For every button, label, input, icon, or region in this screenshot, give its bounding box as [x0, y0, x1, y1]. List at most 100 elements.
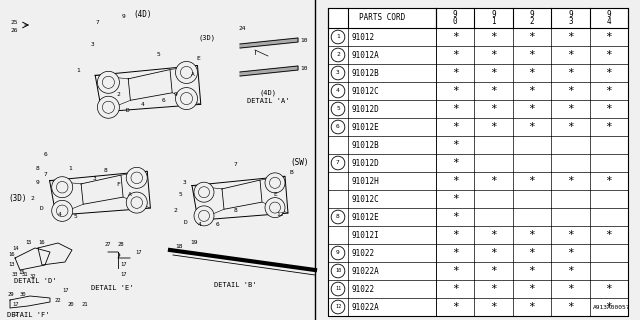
- Text: *: *: [452, 248, 459, 258]
- Text: B: B: [290, 170, 294, 174]
- Text: *: *: [490, 32, 497, 42]
- Text: *: *: [490, 122, 497, 132]
- Text: 2: 2: [336, 52, 340, 58]
- Circle shape: [269, 202, 280, 213]
- Text: *: *: [490, 50, 497, 60]
- Text: 91022A: 91022A: [352, 267, 380, 276]
- Text: 8: 8: [233, 207, 237, 212]
- Circle shape: [131, 172, 143, 184]
- Circle shape: [331, 264, 345, 278]
- Text: 7: 7: [96, 20, 100, 25]
- Text: 7: 7: [233, 163, 237, 167]
- Text: *: *: [567, 284, 574, 294]
- Text: 4: 4: [198, 222, 202, 228]
- Text: *: *: [452, 86, 459, 96]
- Text: E: E: [273, 193, 277, 197]
- Text: D: D: [126, 108, 130, 113]
- Text: 8: 8: [36, 165, 40, 171]
- Text: 1: 1: [68, 165, 72, 171]
- Text: *: *: [567, 104, 574, 114]
- Circle shape: [102, 76, 115, 88]
- Text: 26: 26: [10, 28, 17, 33]
- Text: 3: 3: [183, 180, 187, 185]
- Text: 4: 4: [141, 102, 145, 108]
- Text: *: *: [490, 86, 497, 96]
- Text: 91012A: 91012A: [352, 51, 380, 60]
- Text: 7: 7: [43, 172, 47, 178]
- Text: *: *: [567, 248, 574, 258]
- Text: *: *: [452, 158, 459, 168]
- Text: *: *: [529, 68, 536, 78]
- Text: *: *: [605, 50, 612, 60]
- Text: (SW): (SW): [290, 157, 308, 166]
- Text: 1: 1: [76, 68, 80, 73]
- Circle shape: [52, 177, 73, 198]
- Text: *: *: [605, 122, 612, 132]
- Text: *: *: [567, 176, 574, 186]
- Text: 3: 3: [336, 70, 340, 76]
- Text: *: *: [452, 32, 459, 42]
- Text: *: *: [452, 68, 459, 78]
- Text: *: *: [605, 104, 612, 114]
- Text: *: *: [452, 50, 459, 60]
- Text: *: *: [452, 212, 459, 222]
- Text: *: *: [490, 266, 497, 276]
- Text: 10: 10: [300, 66, 307, 70]
- Text: 5: 5: [336, 107, 340, 111]
- Text: *: *: [490, 248, 497, 258]
- Text: 91012C: 91012C: [352, 86, 380, 95]
- Text: *: *: [452, 194, 459, 204]
- Text: A913A00057: A913A00057: [593, 305, 630, 310]
- Text: 5: 5: [178, 193, 182, 197]
- Circle shape: [194, 182, 214, 202]
- Text: 4: 4: [336, 89, 340, 93]
- Text: *: *: [452, 176, 459, 186]
- Text: 6: 6: [216, 222, 220, 228]
- Text: *: *: [605, 32, 612, 42]
- Text: 4: 4: [58, 212, 62, 218]
- Text: 3: 3: [91, 43, 95, 47]
- Circle shape: [331, 210, 345, 224]
- Circle shape: [175, 61, 198, 84]
- Text: 16: 16: [38, 239, 45, 244]
- Text: 24: 24: [238, 26, 246, 30]
- Text: *: *: [529, 104, 536, 114]
- Circle shape: [331, 84, 345, 98]
- Polygon shape: [240, 38, 298, 48]
- Text: *: *: [567, 122, 574, 132]
- Text: 1: 1: [336, 35, 340, 39]
- Text: *: *: [605, 284, 612, 294]
- Circle shape: [331, 120, 345, 134]
- Text: *: *: [529, 284, 536, 294]
- Text: 15: 15: [25, 241, 31, 245]
- Text: *: *: [529, 230, 536, 240]
- Text: 3: 3: [93, 175, 97, 180]
- Text: *: *: [605, 230, 612, 240]
- Text: *: *: [490, 302, 497, 312]
- Text: D: D: [183, 220, 187, 225]
- Circle shape: [180, 92, 193, 105]
- Text: 91012I: 91012I: [352, 230, 380, 239]
- Text: *: *: [567, 32, 574, 42]
- Circle shape: [97, 71, 120, 93]
- Text: (4D): (4D): [259, 90, 276, 97]
- Text: *: *: [605, 302, 612, 312]
- Circle shape: [175, 88, 198, 109]
- Text: 91022A: 91022A: [352, 302, 380, 311]
- Text: 25: 25: [10, 20, 17, 25]
- Text: *: *: [567, 230, 574, 240]
- Text: 18: 18: [175, 244, 182, 250]
- Text: 27: 27: [105, 243, 111, 247]
- Text: 20: 20: [68, 302, 74, 308]
- Text: 91012H: 91012H: [352, 177, 380, 186]
- Text: 8: 8: [103, 167, 107, 172]
- Circle shape: [331, 300, 345, 314]
- Text: *: *: [529, 302, 536, 312]
- Text: 10: 10: [300, 37, 307, 43]
- Text: 6: 6: [161, 98, 165, 102]
- Text: 91022: 91022: [352, 249, 375, 258]
- Text: 9
4: 9 4: [607, 10, 611, 27]
- Text: PARTS CORD: PARTS CORD: [359, 13, 405, 22]
- Text: 91012E: 91012E: [352, 123, 380, 132]
- Text: *: *: [490, 68, 497, 78]
